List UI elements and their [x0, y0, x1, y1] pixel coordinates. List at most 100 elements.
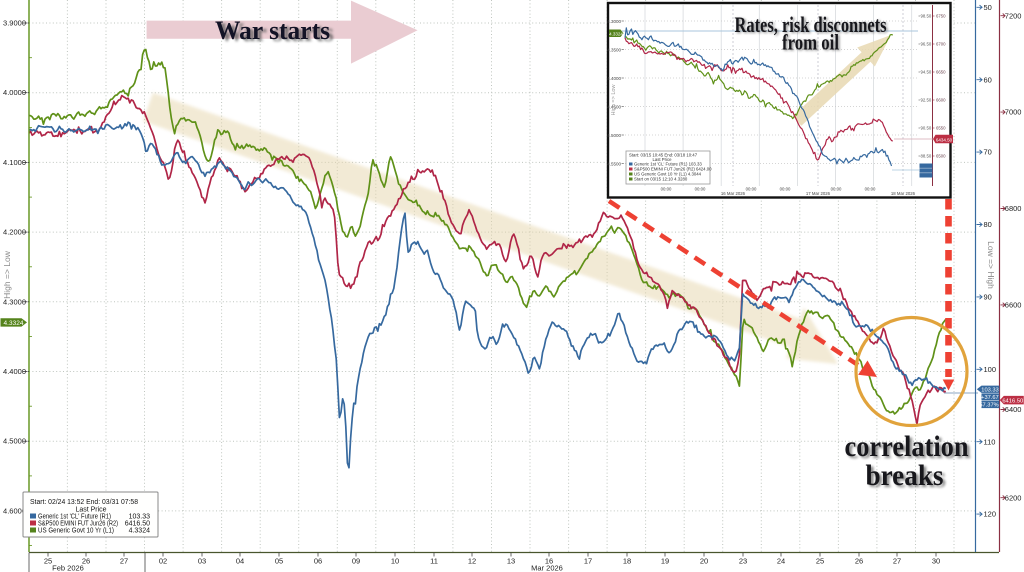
- svg-text:27: 27: [120, 557, 128, 566]
- svg-text:23: 23: [739, 557, 747, 566]
- svg-text:120: 120: [984, 510, 997, 519]
- svg-text:00:00: 00:00: [865, 187, 876, 192]
- svg-text:High => Low: High => Low: [611, 85, 617, 116]
- svg-text:6700: 6700: [936, 42, 946, 47]
- svg-text:Start on 03/15 12:10: Start on 03/15 12:10 4.3280: [634, 177, 688, 182]
- svg-text:92.50: 92.50: [921, 98, 932, 103]
- svg-text:88.50: 88.50: [921, 154, 932, 159]
- svg-text:27: 27: [893, 557, 901, 566]
- svg-text:4.1000: 4.1000: [3, 158, 26, 167]
- svg-text:00:00: 00:00: [831, 187, 842, 192]
- svg-text:00:00: 00:00: [661, 187, 672, 192]
- svg-text:94.50: 94.50: [921, 70, 932, 75]
- svg-text:18 Mar 2026: 18 Mar 2026: [891, 191, 916, 196]
- svg-text:12: 12: [468, 557, 476, 566]
- svg-text:80: 80: [984, 220, 992, 229]
- svg-text:4.3324: 4.3324: [4, 320, 24, 327]
- svg-text:6416.50: 6416.50: [1002, 398, 1023, 404]
- svg-text:7200: 7200: [1005, 11, 1022, 20]
- svg-text:10: 10: [391, 557, 399, 566]
- svg-text:4.4000: 4.4000: [3, 367, 26, 376]
- svg-text:103.33: 103.33: [981, 387, 998, 393]
- svg-text:Last Price: Last Price: [652, 157, 672, 162]
- svg-text:26: 26: [855, 557, 863, 566]
- svg-text:S&P500 EMINI FUT Jun26 (R2): S&P500 EMINI FUT Jun26 (R2): [38, 521, 118, 528]
- svg-text:4.6000: 4.6000: [3, 506, 26, 515]
- svg-text:13: 13: [507, 557, 515, 566]
- svg-text:90: 90: [984, 293, 992, 302]
- svg-text:Last Price: Last Price: [75, 507, 106, 514]
- svg-text:6600: 6600: [936, 98, 946, 103]
- svg-text:Rates, risk disconnets: Rates, risk disconnets: [736, 13, 888, 38]
- svg-text:6500: 6500: [936, 154, 946, 159]
- svg-text:4.3500: 4.3500: [607, 47, 621, 52]
- svg-text:Low => High: Low => High: [986, 241, 996, 289]
- svg-text:90.50: 90.50: [921, 126, 932, 131]
- svg-text:6200: 6200: [1005, 493, 1022, 502]
- svg-text:High => Low: High => Low: [2, 250, 12, 299]
- svg-text:S&P500 EMINI FUT Jun26 (R2) 6: S&P500 EMINI FUT Jun26 (R2) 6424.00: [634, 167, 712, 172]
- svg-text:60: 60: [984, 75, 992, 84]
- svg-text:05: 05: [275, 557, 283, 566]
- svg-text:7000: 7000: [1005, 108, 1022, 117]
- svg-text:Feb 2026: Feb 2026: [52, 564, 84, 572]
- svg-text:96.50: 96.50: [921, 42, 932, 47]
- svg-text:4.3000: 4.3000: [3, 297, 26, 306]
- svg-text:17 Mar 2026: 17 Mar 2026: [806, 191, 831, 196]
- svg-text:correlation: correlation: [845, 430, 969, 463]
- svg-text:18: 18: [623, 557, 631, 566]
- svg-text:4.5500: 4.5500: [607, 161, 621, 166]
- svg-text:4.3000: 4.3000: [607, 19, 621, 24]
- svg-text:16 Mar 2026: 16 Mar 2026: [721, 191, 746, 196]
- svg-text:4.3324: 4.3324: [609, 31, 623, 36]
- svg-text:War starts: War starts: [219, 18, 334, 47]
- svg-text:4.0000: 4.0000: [3, 88, 26, 97]
- svg-text:20: 20: [700, 557, 708, 566]
- svg-text:4.3324: 4.3324: [129, 528, 151, 535]
- svg-text:Generic 1st 'CL' Future (R1): Generic 1st 'CL' Future (R1) 103.33: [634, 162, 702, 167]
- svg-text:25: 25: [44, 557, 52, 566]
- svg-text:6750: 6750: [936, 14, 946, 19]
- svg-text:Start: 02/24 13:52 End: 03/31: Start: 02/24 13:52 End: 03/31 07:58: [30, 499, 138, 506]
- svg-text:110: 110: [984, 437, 996, 446]
- svg-text:70: 70: [984, 148, 992, 157]
- svg-text:6550: 6550: [936, 126, 946, 131]
- svg-text:00:00: 00:00: [695, 187, 706, 192]
- svg-text:100: 100: [984, 365, 997, 374]
- svg-text:6800: 6800: [1005, 204, 1022, 213]
- svg-text:Generic 1st 'CL' Future (R1): Generic 1st 'CL' Future (R1): [38, 514, 111, 521]
- svg-text:4.4500: 4.4500: [607, 104, 621, 109]
- svg-text:Mar 2026: Mar 2026: [531, 564, 563, 572]
- svg-text:correlation: correlation: [847, 432, 971, 465]
- svg-text:19: 19: [661, 557, 669, 566]
- svg-text:War starts: War starts: [215, 16, 330, 45]
- svg-text:Start: 03/15 10:45 End: 03/18: Start: 03/15 10:45 End: 03/18 10:47: [629, 153, 698, 158]
- svg-text:24: 24: [777, 557, 785, 566]
- svg-text:Rates, risk disconnets: Rates, risk disconnets: [735, 12, 887, 37]
- svg-text:US Generic Govt 10 Yr (L1): US Generic Govt 10 Yr (L1) 4.3044: [634, 172, 702, 177]
- svg-text:06: 06: [314, 557, 322, 566]
- svg-text:from oil: from oil: [784, 31, 841, 56]
- svg-text:17: 17: [584, 557, 592, 566]
- svg-text:from oil: from oil: [782, 30, 839, 55]
- svg-text:+37.67: +37.67: [981, 395, 999, 401]
- svg-text:00:00: 00:00: [746, 187, 757, 192]
- svg-text:4.5000: 4.5000: [3, 437, 26, 446]
- svg-text:02: 02: [159, 557, 167, 566]
- svg-text:98.50: 98.50: [921, 14, 932, 19]
- svg-text:16: 16: [545, 557, 553, 566]
- svg-text:6434.50: 6434.50: [936, 138, 953, 143]
- svg-text:03: 03: [198, 557, 206, 566]
- svg-text:breaks: breaks: [868, 461, 946, 494]
- svg-text:4.2000: 4.2000: [3, 228, 26, 237]
- svg-text:6650: 6650: [936, 70, 946, 75]
- svg-text:11: 11: [430, 557, 438, 566]
- svg-text:103.33: 103.33: [129, 514, 151, 521]
- svg-text:57.37%: 57.37%: [979, 403, 998, 409]
- svg-text:4.5000: 4.5000: [607, 133, 621, 138]
- svg-text:4.4000: 4.4000: [607, 76, 621, 81]
- svg-text:3.9000: 3.9000: [3, 19, 26, 28]
- svg-text:25: 25: [816, 557, 824, 566]
- svg-text:26: 26: [82, 557, 90, 566]
- svg-text:6600: 6600: [1005, 301, 1022, 310]
